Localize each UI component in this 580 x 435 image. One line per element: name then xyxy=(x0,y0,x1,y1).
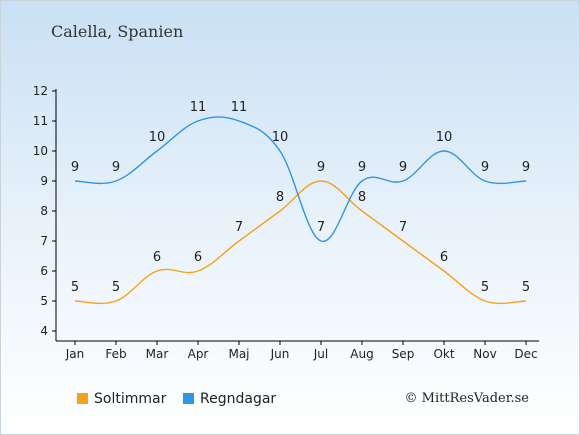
data-label-regndagar: 10 xyxy=(149,130,166,145)
legend-label-soltimmar: Soltimmar xyxy=(94,391,167,407)
data-label-soltimmar: 5 xyxy=(522,280,530,295)
legend-swatch-regndagar xyxy=(183,392,194,404)
data-label-regndagar: 9 xyxy=(399,160,407,175)
y-tick-label: 5 xyxy=(40,294,48,308)
x-tick-label: Feb xyxy=(105,347,126,361)
x-tick-label: Apr xyxy=(188,347,209,361)
x-tick-label: Sep xyxy=(392,347,415,361)
x-tick-label: Jul xyxy=(313,347,328,361)
series-lines xyxy=(74,116,527,305)
data-label-soltimmar: 7 xyxy=(399,220,407,235)
data-label-regndagar: 10 xyxy=(436,130,453,145)
series-line-regndagar xyxy=(74,116,527,242)
data-label-regndagar: 9 xyxy=(481,160,489,175)
data-label-soltimmar: 7 xyxy=(235,220,243,235)
x-tick-label: Jun xyxy=(270,347,290,361)
data-label-soltimmar: 5 xyxy=(481,280,489,295)
chart-title: Calella, Spanien xyxy=(51,22,184,41)
y-tick-label: 8 xyxy=(40,204,48,218)
x-tick-label: Aug xyxy=(350,347,373,361)
y-tick-label: 11 xyxy=(33,114,48,128)
data-label-soltimmar: 8 xyxy=(276,190,284,205)
y-tick-label: 12 xyxy=(33,84,48,98)
x-tick-label: Mar xyxy=(146,347,169,361)
data-label-regndagar: 10 xyxy=(272,130,289,145)
data-label-regndagar: 9 xyxy=(522,160,530,175)
data-label-soltimmar: 6 xyxy=(194,250,202,265)
axes: 4 5 6 7 8 9 10 11 12 Jan Feb Mar Apr Maj Jun Jul Aug Sep O… xyxy=(33,84,539,361)
data-label-soltimmar: 5 xyxy=(112,280,120,295)
x-tick-label: Okt xyxy=(433,347,454,361)
data-label-soltimmar: 6 xyxy=(153,250,161,265)
x-tick-label: Dec xyxy=(514,347,537,361)
data-label-regndagar: 11 xyxy=(231,100,248,115)
legend-label-regndagar: Regndagar xyxy=(200,391,277,407)
data-label-soltimmar: 5 xyxy=(71,280,79,295)
y-tick-label: 7 xyxy=(40,234,48,248)
y-tick-label: 10 xyxy=(33,144,48,158)
y-tick-label: 6 xyxy=(40,264,48,278)
x-tick-label: Maj xyxy=(228,347,249,361)
credit-text: © MittResVader.se xyxy=(404,391,529,406)
legend-swatch-soltimmar xyxy=(77,392,88,404)
data-label-soltimmar: 8 xyxy=(358,190,366,205)
x-tick-label: Jan xyxy=(65,347,85,361)
data-label-regndagar: 7 xyxy=(317,220,325,235)
data-label-regndagar: 9 xyxy=(71,160,79,175)
data-label-soltimmar: 6 xyxy=(440,250,448,265)
data-label-soltimmar: 9 xyxy=(317,160,325,175)
data-label-regndagar: 9 xyxy=(112,160,120,175)
legend-item-soltimmar: Soltimmar xyxy=(77,391,166,407)
data-label-regndagar: 9 xyxy=(358,160,366,175)
y-tick-label: 4 xyxy=(40,324,48,338)
y-tick-label: 9 xyxy=(40,174,48,188)
x-tick-label: Nov xyxy=(473,347,496,361)
data-label-regndagar: 11 xyxy=(190,100,207,115)
legend-item-regndagar: Regndagar xyxy=(183,391,276,407)
series-line-soltimmar xyxy=(74,180,527,305)
data-labels: 5 5 6 6 7 8 9 8 7 6 5 5 9 9 10 11 11 10 7 9 9 10 9 9 xyxy=(71,100,530,295)
